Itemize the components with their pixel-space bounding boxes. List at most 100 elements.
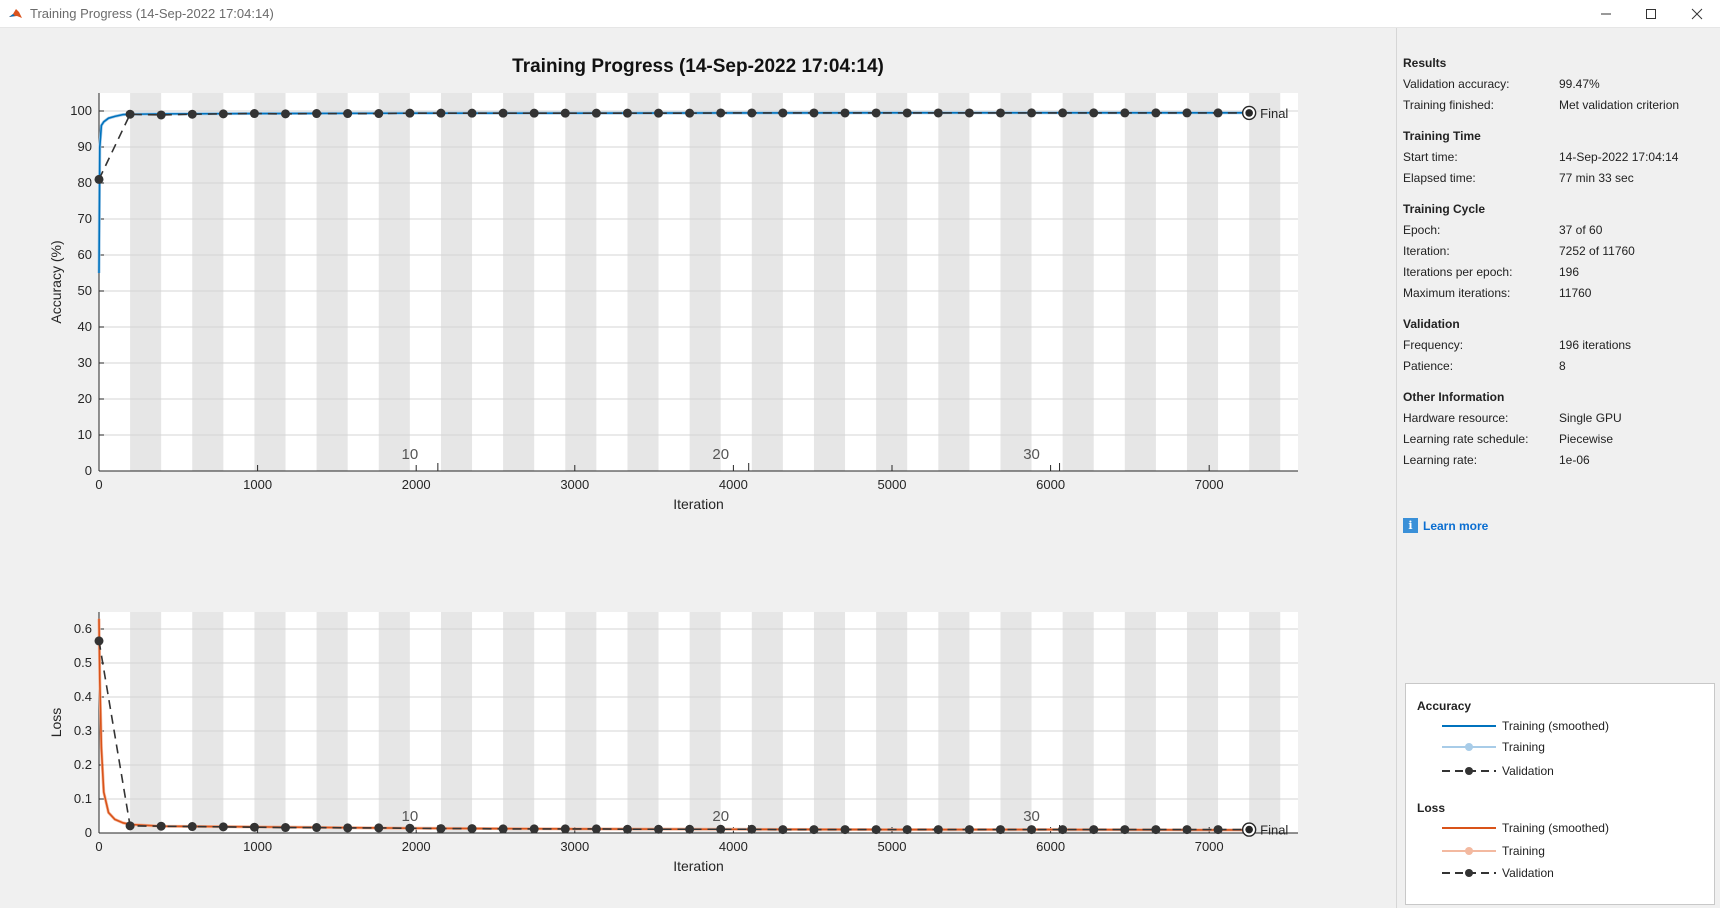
hardware-resource-label: Hardware resource: [1403, 411, 1509, 425]
info-panel: Results Validation accuracy: 99.47% Trai… [1396, 28, 1720, 908]
frequency-value: 196 iterations [1559, 338, 1632, 352]
accuracy-validation-point [467, 108, 477, 118]
accuracy-validation-point [840, 108, 850, 118]
accuracy-validation-point [654, 108, 664, 118]
loss-validation-point [778, 825, 788, 835]
accuracy-epoch-band [565, 93, 597, 471]
loss-epoch-label: 20 [712, 808, 729, 825]
accuracy-epoch-band [440, 93, 473, 471]
loss-validation-point [343, 823, 353, 833]
loss-ytick-label: 0.6 [74, 621, 92, 636]
learn-more-link[interactable]: i Learn more [1403, 518, 1488, 533]
accuracy-validation-point [1089, 108, 1099, 118]
loss-epoch-band [316, 612, 348, 833]
legend-accuracy-smoothed: Training (smoothed) [1502, 719, 1609, 733]
accuracy-validation-point [622, 108, 632, 118]
legend-accuracy-training: Training [1502, 740, 1545, 754]
accuracy-epoch-band [1249, 93, 1281, 471]
loss-validation-point [1027, 825, 1037, 835]
loss-epoch-band [876, 612, 908, 833]
loss-validation-point [281, 823, 291, 833]
minimize-button[interactable] [1583, 0, 1629, 27]
accuracy-xtick-label: 5000 [878, 477, 907, 492]
accuracy-validation-point [312, 109, 322, 119]
loss-ytick-label: 0 [85, 825, 92, 840]
loss-validation-point [218, 822, 228, 832]
accuracy-epoch-band [378, 93, 410, 471]
epoch-value: 37 of 60 [1559, 223, 1603, 237]
accuracy-epoch-band [627, 93, 659, 471]
loss-validation-point [902, 825, 912, 835]
accuracy-validation-point [560, 108, 570, 118]
loss-validation-point [1213, 825, 1223, 835]
loss-epoch-band [565, 612, 597, 833]
frequency-label: Frequency: [1403, 338, 1464, 352]
accuracy-epoch-band [689, 93, 721, 471]
loss-validation-point [436, 824, 446, 834]
accuracy-epoch-band [316, 93, 348, 471]
loss-epoch-band [254, 612, 286, 833]
loss-validation-point [405, 823, 415, 833]
plot-title: Training Progress (14-Sep-2022 17:04:14) [512, 56, 884, 77]
accuracy-smoothed-swatch [1442, 725, 1496, 727]
loss-epoch-band [503, 612, 535, 833]
plot-panel: Training Progress (14-Sep-2022 17:04:14)… [0, 28, 1396, 908]
training-finished-label: Training finished: [1403, 98, 1494, 112]
loss-validation-point [840, 825, 850, 835]
loss-validation-point [249, 822, 259, 832]
loss-validation-point [125, 821, 135, 831]
loss-validation-point [809, 825, 819, 835]
loss-validation-point [1182, 825, 1192, 835]
loss-chart [94, 612, 1298, 837]
loss-validation-point [933, 825, 943, 835]
accuracy-epoch-label: 30 [1023, 446, 1040, 463]
accuracy-validation-point [498, 108, 508, 118]
training-cycle-heading: Training Cycle [1403, 202, 1486, 216]
accuracy-validation-point [716, 108, 726, 118]
accuracy-xtick-label: 0 [95, 477, 102, 492]
accuracy-validation-line [98, 112, 1250, 180]
loss-validation-point [654, 824, 664, 834]
loss-epoch-band [813, 612, 846, 833]
loss-validation-point [1151, 825, 1161, 835]
accuracy-validation-point [281, 109, 291, 119]
validation-heading: Validation [1403, 317, 1460, 331]
maximize-button[interactable] [1628, 0, 1674, 27]
iterations-per-epoch-label: Iterations per epoch: [1403, 265, 1513, 279]
legend-loss-smoothed: Training (smoothed) [1502, 821, 1609, 835]
loss-epoch-band [689, 612, 721, 833]
accuracy-epoch-band [192, 93, 224, 471]
start-time-label: Start time: [1403, 150, 1458, 164]
loss-epoch-band [192, 612, 224, 833]
accuracy-ytick-label: 0 [85, 463, 92, 478]
accuracy-validation-point [218, 109, 228, 119]
accuracy-ytick-label: 80 [78, 175, 92, 190]
accuracy-validation-point [187, 109, 197, 119]
loss-training-swatch [1442, 847, 1496, 855]
accuracy-ylabel: Accuracy (%) [48, 240, 64, 323]
accuracy-epoch-band [1062, 93, 1094, 471]
loss-xtick-label: 2000 [402, 839, 431, 854]
accuracy-validation-point [871, 108, 881, 118]
close-button[interactable] [1674, 0, 1720, 27]
info-icon: i [1403, 518, 1418, 533]
patience-value: 8 [1559, 359, 1566, 373]
accuracy-epoch-label: 10 [402, 446, 419, 463]
loss-xtick-label: 3000 [560, 839, 589, 854]
loss-epoch-band [378, 612, 410, 833]
results-heading: Results [1403, 56, 1447, 70]
accuracy-validation-point [156, 110, 166, 120]
accuracy-xtick-label: 6000 [1036, 477, 1065, 492]
accuracy-ytick-label: 20 [78, 391, 92, 406]
loss-epoch-label: 30 [1023, 808, 1040, 825]
loss-validation-point [591, 824, 601, 834]
accuracy-xlabel: Iteration [673, 496, 724, 512]
loss-validation-point [312, 823, 322, 833]
loss-ytick-label: 0.5 [74, 655, 92, 670]
accuracy-validation-point [343, 109, 353, 119]
accuracy-xtick-label: 7000 [1195, 477, 1224, 492]
maximum-iterations-value: 11760 [1559, 286, 1592, 300]
accuracy-ytick-label: 60 [78, 247, 92, 262]
loss-validation-point [529, 824, 539, 834]
